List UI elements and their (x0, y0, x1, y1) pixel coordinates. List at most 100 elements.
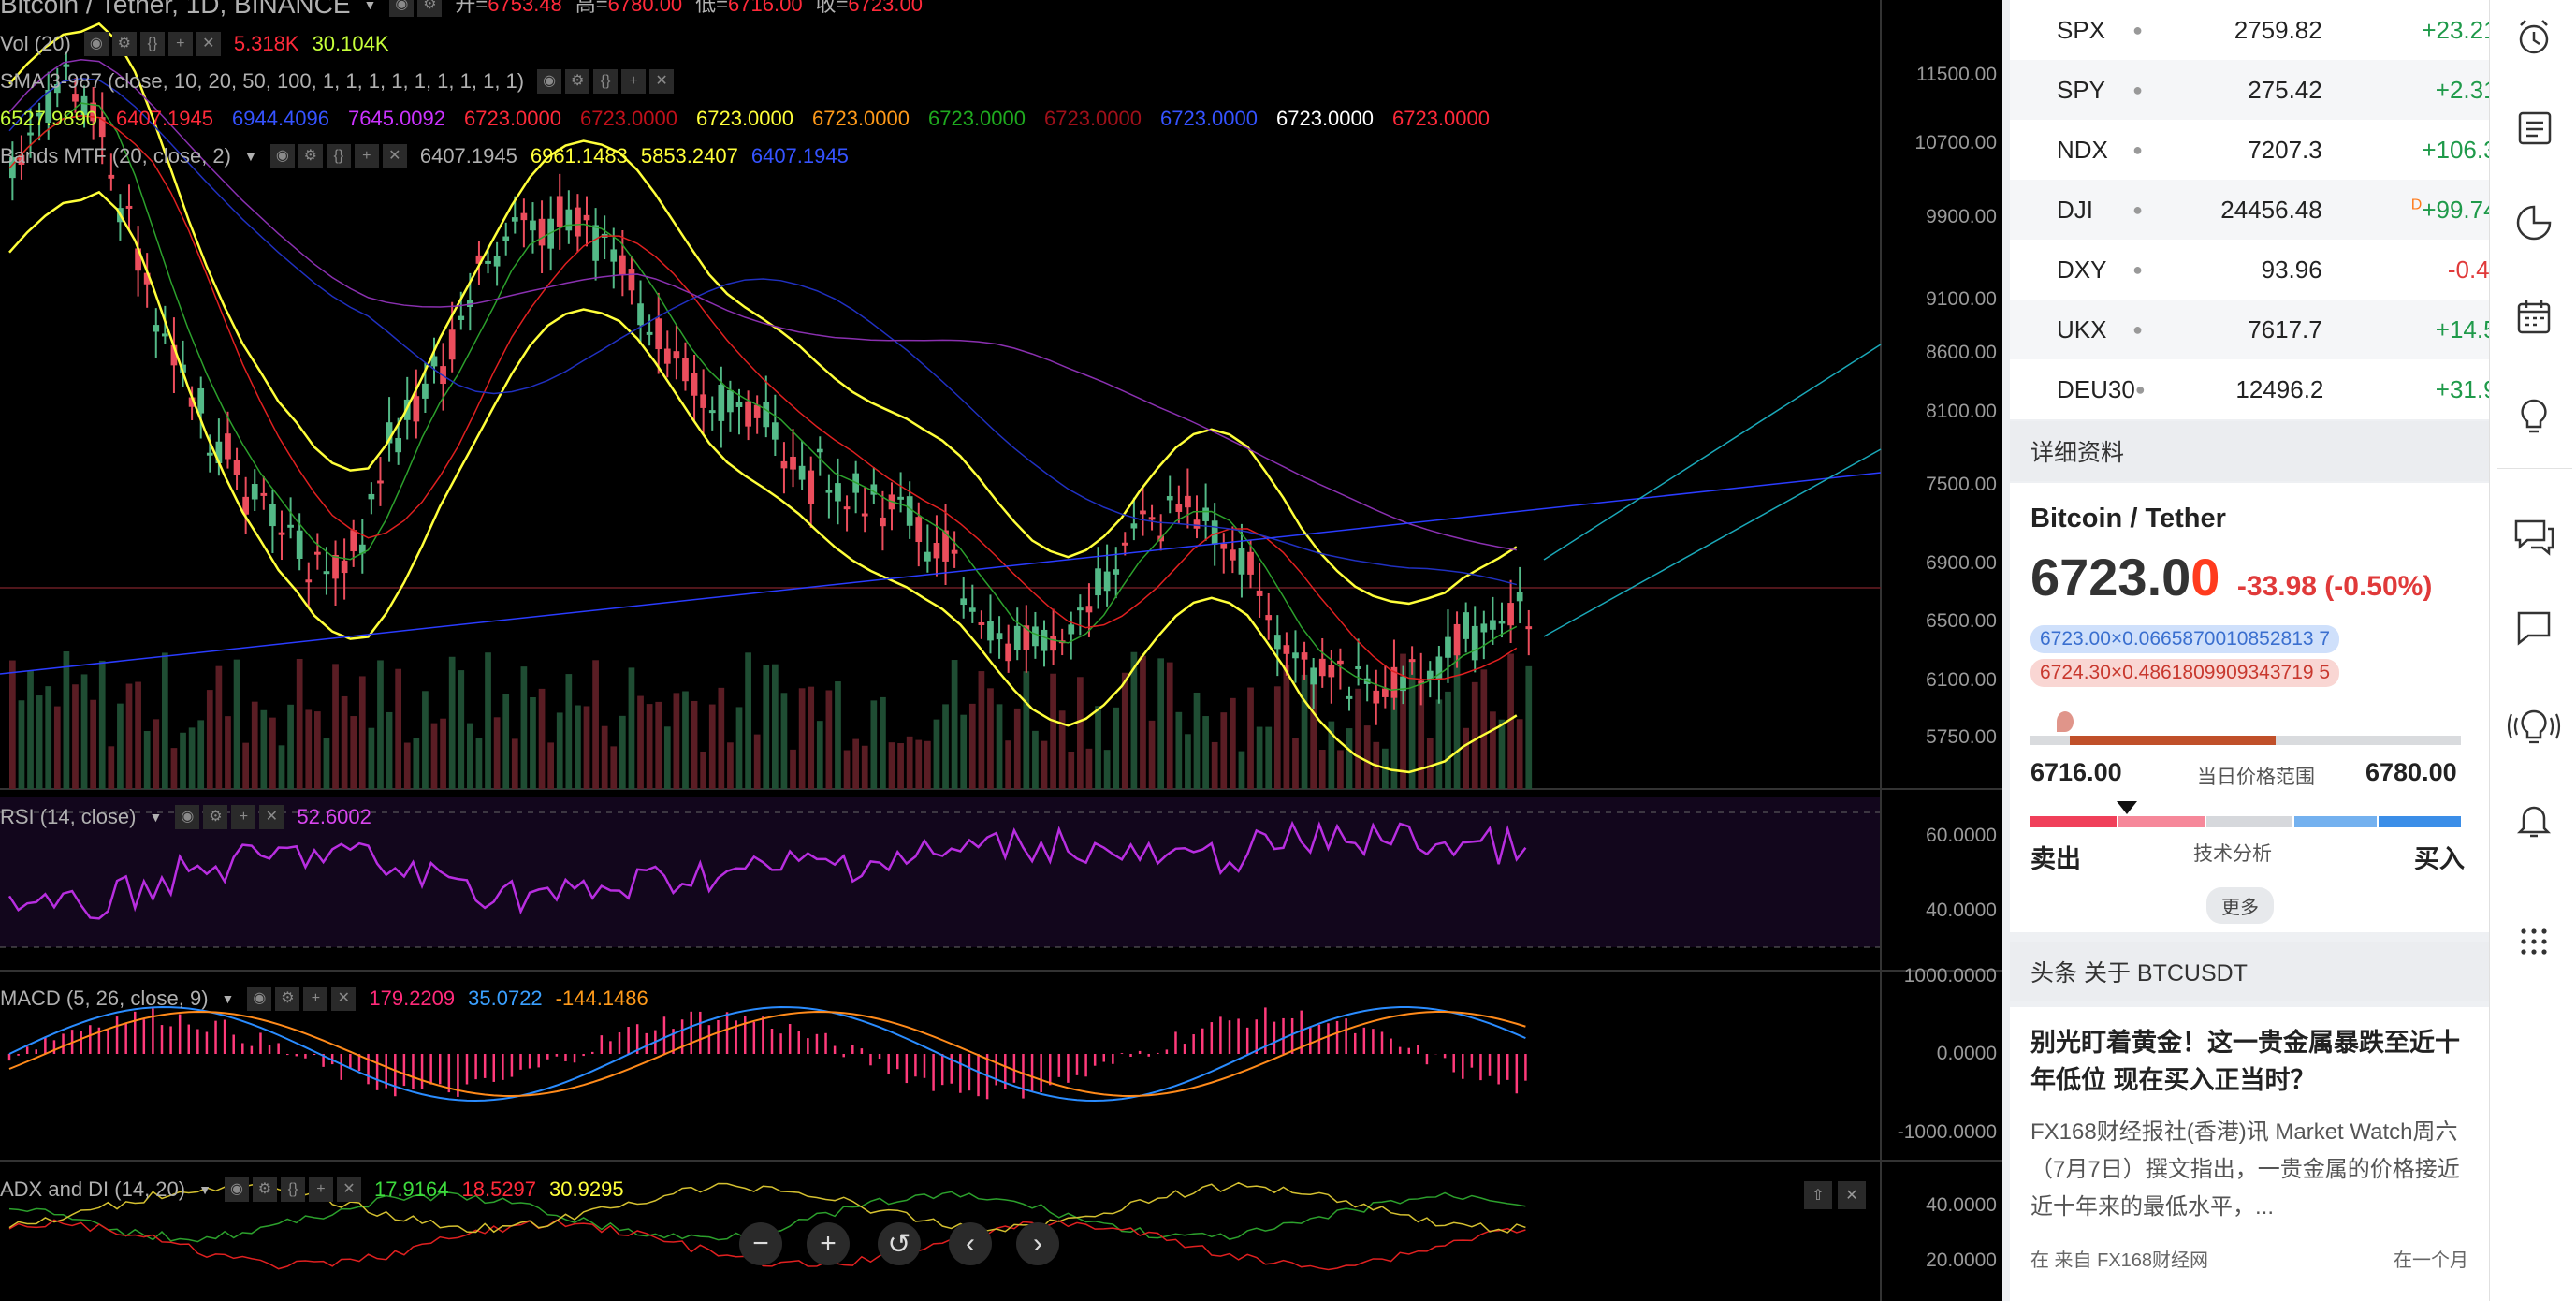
candle-body (430, 356, 438, 367)
watchlist-row[interactable]: NDX ● 7207.3 +106.3 (+1.50%) (2010, 120, 2489, 180)
reset-button[interactable]: ↺ (878, 1222, 921, 1265)
hotlist-icon[interactable] (2490, 185, 2576, 260)
legend-controls: ◉ ⚙{} + ✕ (224, 1177, 361, 1202)
watchlist-row[interactable]: DXY ● 93.96 -0.44 (-0.46%) (2010, 240, 2489, 300)
volume-bar (1435, 699, 1443, 789)
candle-body (341, 560, 348, 574)
chart-area[interactable]: Bitcoin / Tether, 1D, BINANCE ▼ ◉ ⚙ 开=675… (0, 0, 2002, 1301)
candle-body (63, 64, 70, 67)
bell-icon[interactable] (2490, 782, 2576, 857)
zoom-out-button[interactable]: − (739, 1222, 782, 1265)
close-icon[interactable]: ✕ (259, 805, 284, 829)
chevron-down-icon[interactable]: ▼ (221, 991, 235, 1006)
message-icon[interactable] (2490, 590, 2576, 665)
adx-name[interactable]: ADX and DI (14, 20) (0, 1177, 186, 1201)
tech-label[interactable]: 技术分析 (2193, 843, 2272, 865)
close-icon[interactable]: ✕ (382, 144, 407, 168)
calendar-icon[interactable] (2490, 279, 2576, 354)
eye-icon[interactable]: ◉ (269, 144, 295, 168)
volume-bar (1140, 655, 1146, 789)
watchlist-row[interactable]: SPX ● 2759.82 +23.21 (+0.85%) (2010, 0, 2489, 60)
candle-body (197, 387, 205, 414)
gear-icon[interactable]: ⚙ (111, 32, 137, 56)
watchlist-row[interactable]: SPY ● 275.42 +2.31 (+0.85%) (2010, 60, 2489, 120)
gear-icon[interactable]: ⚙ (565, 69, 590, 94)
chevron-down-icon[interactable]: ▼ (363, 0, 377, 12)
sma-value: 6407.1945 (116, 107, 213, 130)
volume-bar (843, 750, 851, 789)
signal-bulb-icon[interactable] (2490, 689, 2576, 764)
chevron-down-icon[interactable]: ▼ (198, 1182, 211, 1197)
watchlist-icon[interactable] (2490, 90, 2576, 165)
code-icon[interactable]: {} (326, 144, 351, 168)
ideas-bulb-icon[interactable] (2490, 378, 2576, 453)
more-button[interactable]: 更多 (2206, 887, 2274, 924)
watchlist-row[interactable]: DEU30● 12496.2 +31.9 (+0.26%) (2010, 359, 2489, 419)
news-snippet: FX168财经报社(香港)讯 Market Watch周六（7月7日）撰文指出，… (2030, 1119, 2460, 1220)
price-axis[interactable]: 11500.00 10700.00 9900.00 9100.00 8600.0… (1881, 0, 2002, 1301)
alarm-clock-icon[interactable] (2490, 0, 2576, 75)
chevron-down-icon[interactable]: ▼ (243, 149, 257, 164)
eye-icon[interactable]: ◉ (247, 987, 272, 1011)
volume-bar (987, 688, 994, 789)
vol-name[interactable]: Vol (20) (0, 32, 71, 55)
scroll-group: ‹ › (949, 1222, 1059, 1265)
plus-icon[interactable]: + (231, 805, 256, 829)
eye-icon[interactable]: ◉ (537, 69, 562, 94)
close-icon[interactable]: ✕ (196, 32, 221, 56)
watchlist-row[interactable]: UKX ● 7617.7 +14.5 (+0.19%) (2010, 300, 2489, 359)
close-icon[interactable]: ✕ (1838, 1181, 1866, 1209)
candle-body (1202, 507, 1209, 521)
close-icon[interactable]: ✕ (331, 987, 357, 1011)
candle-body (260, 492, 268, 496)
code-icon[interactable]: {} (593, 69, 619, 94)
macd-name[interactable]: MACD (5, 26, close, 9) (0, 987, 209, 1010)
candle-body (861, 513, 868, 517)
watchlist-row[interactable]: DJI● 24456.48D+99.74 (+0.41%) (2010, 180, 2489, 240)
plus-icon[interactable]: + (308, 1177, 333, 1202)
news-headline[interactable]: 别光盯着黄金！这一贵金属暴跌至近十年低位 现在买入正当时？ (2030, 1029, 2460, 1094)
candle-body (485, 260, 491, 264)
plus-icon[interactable]: + (354, 144, 379, 168)
volume-bar (727, 742, 734, 789)
scroll-left-button[interactable]: ‹ (949, 1222, 992, 1265)
volume-bar (225, 716, 231, 789)
volume-bar (1490, 711, 1496, 789)
rsi-name[interactable]: RSI (14, close) (0, 805, 137, 828)
zoom-in-button[interactable]: + (807, 1222, 850, 1265)
volume-bar (708, 704, 716, 789)
eye-icon[interactable]: ◉ (175, 805, 200, 829)
gear-icon[interactable]: ⚙ (298, 144, 323, 168)
eye-icon[interactable]: ◉ (224, 1177, 249, 1202)
symbol-title[interactable]: Bitcoin / Tether, 1D, BINANCE (0, 0, 351, 19)
gear-icon[interactable]: ⚙ (417, 0, 443, 17)
sma-name[interactable]: SMA 3-987 (close, 10, 20, 50, 100, 1, 1,… (0, 69, 525, 93)
volume-bar (1318, 750, 1326, 789)
price-chart[interactable] (0, 0, 2002, 1301)
plus-icon[interactable]: + (303, 987, 328, 1011)
plus-icon[interactable]: + (167, 32, 193, 56)
watch-price: 7617.7 (2248, 314, 2322, 344)
news-card[interactable]: 别光盯着黄金！这一贵金属暴跌至近十年低位 现在买入正当时？ FX168财经报社(… (2010, 1007, 2489, 1301)
gear-icon[interactable]: ⚙ (252, 1177, 277, 1202)
price-tick: 9900.00 (1926, 206, 1997, 227)
volume-bar (691, 700, 698, 789)
scroll-right-button[interactable]: › (1016, 1222, 1059, 1265)
dots-grid-icon[interactable] (2490, 904, 2576, 979)
eye-icon[interactable]: ◉ (389, 0, 415, 17)
code-icon[interactable]: {} (280, 1177, 305, 1202)
gear-icon[interactable]: ⚙ (275, 987, 300, 1011)
volume-bar (377, 660, 384, 789)
plus-icon[interactable]: + (621, 69, 647, 94)
maximize-icon[interactable]: ⇧ (1804, 1181, 1832, 1209)
chat-icon[interactable] (2490, 498, 2576, 573)
code-icon[interactable]: {} (139, 32, 165, 56)
bb-name[interactable]: Bands MTF (20, close, 2) (0, 144, 231, 168)
eye-icon[interactable]: ◉ (83, 32, 109, 56)
close-icon[interactable]: ✕ (336, 1177, 361, 1202)
tech-gauge[interactable] (2030, 801, 2461, 827)
macd-line (8, 1006, 1526, 1103)
gear-icon[interactable]: ⚙ (203, 805, 228, 829)
close-icon[interactable]: ✕ (649, 69, 675, 94)
chevron-down-icon[interactable]: ▼ (149, 810, 163, 825)
